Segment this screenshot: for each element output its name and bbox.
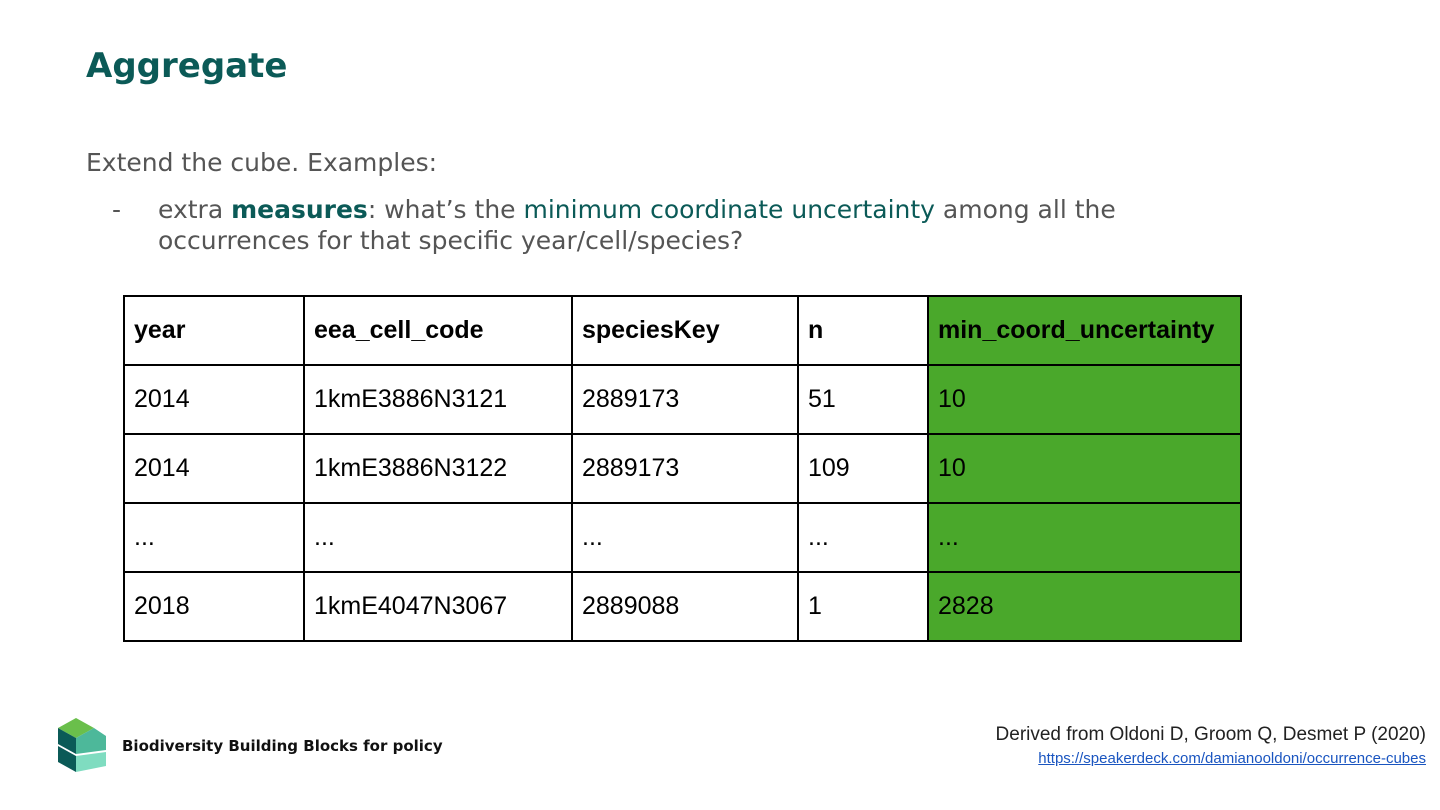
cell: 2889173 xyxy=(571,433,799,504)
cell: 10 xyxy=(927,433,1242,504)
citation: Derived from Oldoni D, Groom Q, Desmet P… xyxy=(995,724,1426,745)
bullet-part: among all the occurrences for that speci… xyxy=(158,195,1116,255)
cell: ... xyxy=(303,502,573,573)
cell: 2018 xyxy=(123,571,305,642)
cell: ... xyxy=(571,502,799,573)
header-cell: min_coord_uncertainty xyxy=(927,295,1242,366)
bullet-text: extra measures: what’s the minimum coord… xyxy=(158,194,1238,256)
logo-text: Biodiversity Building Blocks for policy xyxy=(122,737,443,755)
header-cell: year xyxy=(123,295,305,366)
cell: 51 xyxy=(797,364,929,435)
bullet-part: measures xyxy=(231,195,368,224)
cell: 1kmE3886N3121 xyxy=(303,364,573,435)
cell: 10 xyxy=(927,364,1242,435)
cell: ... xyxy=(797,502,929,573)
cell: 109 xyxy=(797,433,929,504)
cell: 2014 xyxy=(123,433,305,504)
cell: ... xyxy=(123,502,305,573)
table-row: 2014 1kmE3886N3122 2889173 109 10 xyxy=(123,433,1242,504)
cell: 2889088 xyxy=(571,571,799,642)
header-cell: speciesKey xyxy=(571,295,799,366)
title: Aggregate xyxy=(86,46,288,86)
logo xyxy=(58,718,106,772)
data-table: year eea_cell_code speciesKey n min_coord_un… xyxy=(123,295,1242,642)
source-link[interactable]: https://speakerdeck.com/damianooldoni/oc… xyxy=(1038,750,1426,767)
table-row: 2014 1kmE3886N3121 2889173 51 10 xyxy=(123,364,1242,435)
table-row: 2018 1kmE4047N3067 2889088 1 2828 xyxy=(123,571,1242,642)
cell: 1kmE3886N3122 xyxy=(303,433,573,504)
cell: 1 xyxy=(797,571,929,642)
header-cell: eea_cell_code xyxy=(303,295,573,366)
cell: 1kmE4047N3067 xyxy=(303,571,573,642)
bullet-part: : what’s the xyxy=(367,195,524,224)
bullet-part: extra xyxy=(158,195,232,224)
cell: ... xyxy=(927,502,1242,573)
bullet-part: minimum coordinate uncertainty xyxy=(523,195,935,224)
table-row: ............... xyxy=(123,502,1242,573)
cell: 2014 xyxy=(123,364,305,435)
bullet-marker: - xyxy=(112,195,122,224)
intro: Extend the cube. Examples: xyxy=(86,148,438,177)
table-row: year eea_cell_code speciesKey n min_coord_un… xyxy=(123,295,1242,366)
cell: 2828 xyxy=(927,571,1242,642)
cell: 2889173 xyxy=(571,364,799,435)
header-cell: n xyxy=(797,295,929,366)
